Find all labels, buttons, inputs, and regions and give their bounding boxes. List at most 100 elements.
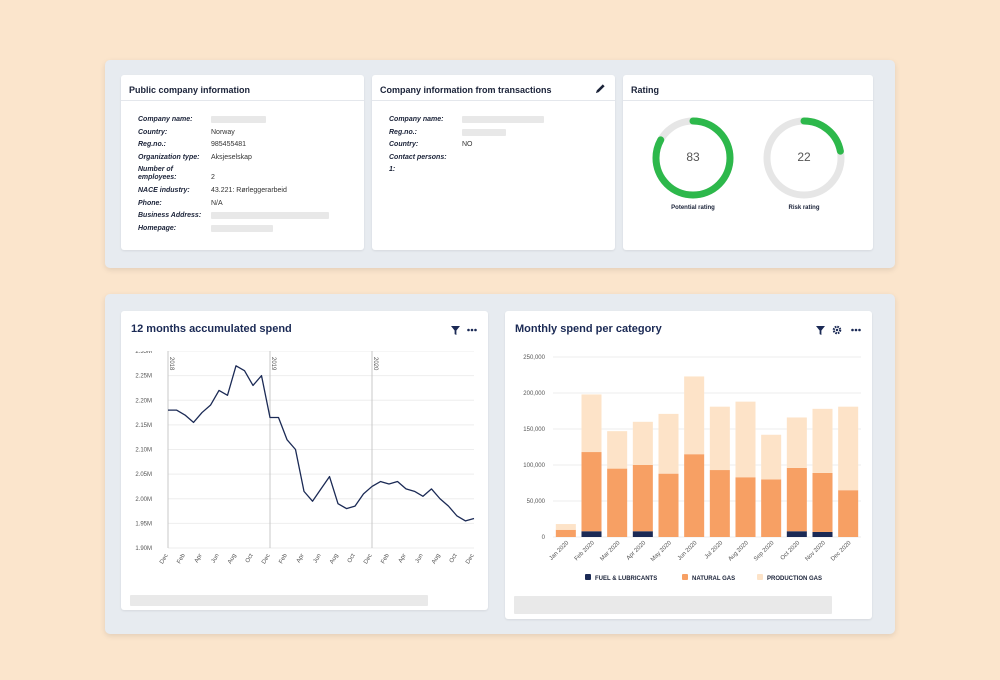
bar-segment [735, 477, 756, 537]
x-tick-label: Aug 2020 [727, 540, 750, 563]
redacted-value [462, 128, 506, 136]
info-label: Business Address: [138, 212, 202, 219]
info-row: Company name: [389, 116, 544, 129]
y-tick-label: 50,000 [527, 499, 546, 505]
bar-segment [838, 406, 859, 491]
gear-icon[interactable] [832, 325, 842, 335]
y-tick-label: 2.05M [135, 472, 152, 478]
accumulated-spend-card: 12 months accumulated spend 2.35M 2.25M 2.… [121, 311, 488, 610]
legend-label: NATURAL GAS [692, 576, 735, 582]
gauge-fill [763, 117, 845, 199]
gauge-label: Risk rating [788, 205, 820, 211]
bar-segment [786, 531, 807, 537]
footer-placeholder [514, 596, 832, 614]
bar-segment [786, 417, 807, 468]
filter-icon[interactable] [450, 325, 460, 335]
gauge-ring [652, 117, 734, 199]
divider [372, 100, 615, 101]
bar-segment [761, 434, 782, 480]
gauge-ring [763, 117, 845, 199]
line-chart: 2.35M 2.25M 2.20M 2.15M 2.10M 2.05M 2.00M 1.95M… [135, 351, 476, 565]
gauge-label: Potential rating [671, 205, 715, 211]
redacted-value [211, 116, 266, 123]
info-label: Number of employees: [138, 166, 177, 181]
x-tick-label: Dec [363, 553, 374, 565]
bar-segment [581, 394, 602, 453]
card-title: Company information from transactions [380, 85, 552, 95]
pencil-icon[interactable] [595, 83, 606, 94]
info-value: Aksjeselskap [211, 153, 252, 161]
y-tick-label: 2.00M [135, 497, 152, 503]
info-label: Country: [389, 141, 419, 148]
info-label: Company name: [389, 116, 444, 123]
y-tick-label: 150,000 [523, 427, 545, 433]
x-tick-label: Jun [415, 553, 425, 564]
info-row: Number of employees: 2 [138, 166, 329, 187]
x-tick-label: Jun [211, 553, 221, 564]
bar-segment [786, 467, 807, 532]
gauge-value: 83 [686, 150, 700, 164]
legend-swatch [757, 574, 763, 580]
bar-segment [761, 479, 782, 537]
monthly-spend-card: Monthly spend per category 250,000 200,00… [505, 311, 872, 619]
info-value: 985455481 [211, 141, 247, 148]
x-tick-label: Oct [245, 553, 255, 564]
bar-segment [658, 413, 679, 474]
divider [623, 100, 873, 101]
x-tick-label: Feb 2020 [574, 540, 597, 563]
x-tick-label: Apr 2020 [626, 540, 648, 562]
more-icon[interactable] [851, 325, 861, 335]
x-tick-label: Aug [431, 553, 442, 565]
x-tick-label: Apr [194, 553, 204, 564]
card-title: Rating [631, 85, 659, 95]
x-tick-label: Mar 2020 [599, 540, 622, 563]
info-row: Contact persons: [389, 154, 544, 167]
series-line [168, 365, 475, 522]
x-tick-label: Feb [176, 552, 187, 565]
y-tick-label: 0 [542, 535, 546, 541]
y-tick-label: 200,000 [523, 391, 545, 397]
info-row: Homepage: [138, 224, 329, 238]
legend-swatch [682, 574, 688, 580]
rating-card: Rating 83 Potential rating 22 Risk ratin… [623, 75, 873, 250]
y-tick-label: 2.15M [135, 423, 152, 429]
bar-segment [607, 468, 628, 537]
bar-segment [658, 473, 679, 537]
year-marker-label: 2019 [270, 357, 276, 371]
gauge-fill [652, 117, 734, 199]
y-tick-label: 100,000 [523, 463, 545, 469]
bar-segment [581, 531, 602, 537]
redacted-value [211, 224, 273, 232]
info-label: Contact persons: [389, 153, 447, 161]
x-tick-label: Oct [347, 553, 357, 564]
year-marker-label: 2020 [372, 357, 378, 371]
info-label: Phone: [138, 199, 162, 207]
chart-title: 12 months accumulated spend [131, 323, 292, 335]
gauge-value: 22 [797, 150, 811, 164]
filter-icon[interactable] [815, 325, 825, 335]
potential-rating-gauge: 83 Potential rating [650, 115, 736, 215]
bar-segment [632, 465, 653, 532]
bar-segment [709, 470, 730, 537]
x-tick-label: Feb [380, 552, 391, 565]
info-row: 1: [389, 166, 544, 179]
footer-placeholder [130, 595, 428, 606]
x-tick-label: Sep 2020 [753, 540, 776, 563]
info-value: Norway [211, 128, 235, 136]
info-label: Reg.no.: [138, 141, 166, 148]
bar-segment [838, 490, 859, 537]
y-tick-label: 2.10M [135, 448, 152, 454]
info-row: Phone: N/A [138, 200, 329, 213]
bar-segment [555, 524, 576, 530]
bar-segment [735, 401, 756, 478]
company-info-panel: Public company information Company name:… [105, 60, 895, 268]
info-row: Country: NO [389, 141, 544, 154]
x-tick-label: Oct [449, 553, 459, 564]
y-tick-label: 2.25M [135, 374, 152, 380]
card-title: Public company information [129, 85, 251, 95]
info-value: 2 [211, 174, 215, 181]
info-value: NO [462, 141, 473, 148]
info-row: Country: Norway [138, 129, 329, 142]
more-icon[interactable] [467, 325, 477, 335]
